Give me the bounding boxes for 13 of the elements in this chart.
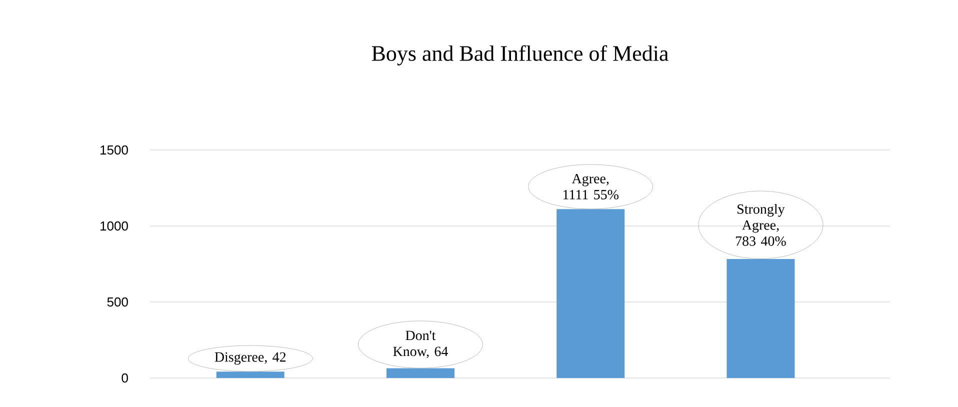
data-label: Don't Know, 64 (393, 330, 448, 358)
y-tick-label: 500 (107, 297, 128, 307)
bar (386, 368, 454, 378)
bar (726, 258, 795, 378)
bar (556, 209, 625, 378)
data-label: Agree, 1111 55% (563, 174, 618, 200)
data-label: Disgeree, 42 (214, 352, 286, 365)
chart-title: Boys and Bad Influence of Media (372, 45, 668, 66)
y-tick-label: 1500 (100, 145, 128, 155)
y-tick-label: 1000 (100, 221, 128, 231)
y-tick-label: 0 (122, 373, 128, 383)
data-label: Strongly Agree, 783 40% (736, 204, 786, 246)
bar (216, 372, 284, 378)
